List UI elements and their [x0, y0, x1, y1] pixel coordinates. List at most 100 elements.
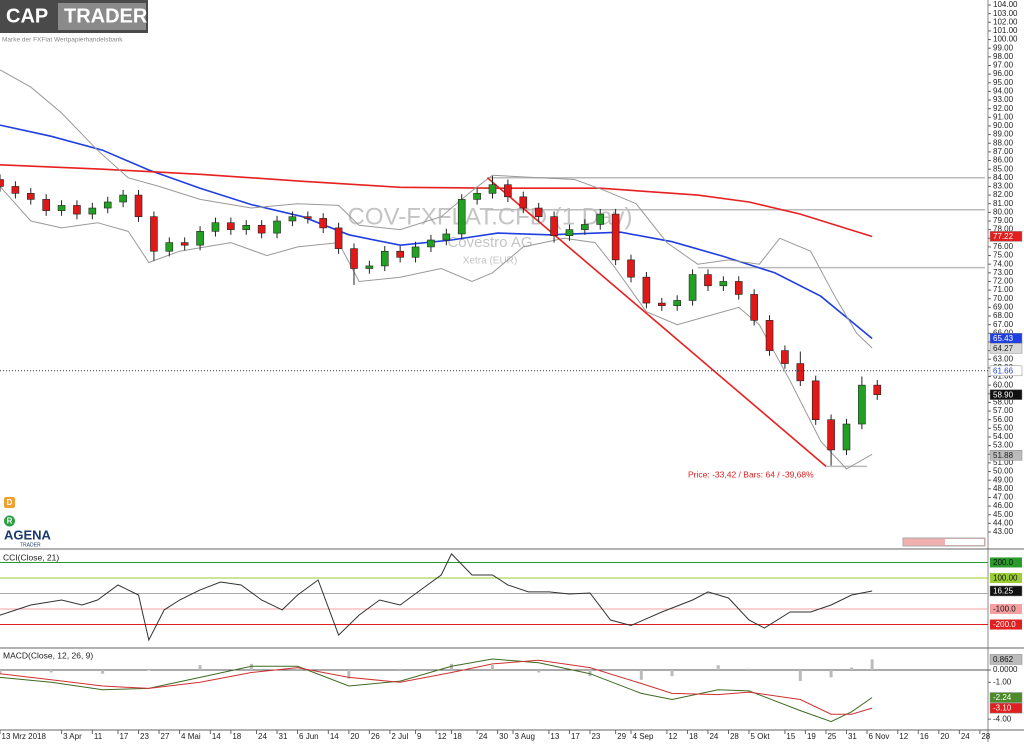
- y-tick-label: 78.00: [993, 225, 1014, 234]
- icon-d[interactable]: [4, 497, 15, 508]
- x-tick-label: 6 Nov: [869, 732, 890, 741]
- candle-body: [534, 207, 543, 217]
- price-marker-label: 51.88: [993, 451, 1014, 460]
- x-tick-label: 18: [232, 732, 241, 741]
- x-tick-label: 26: [371, 732, 380, 741]
- price-marker: [989, 365, 1023, 377]
- y-tick-label: 99.00: [993, 43, 1014, 52]
- price-marker-label: -3.10: [993, 704, 1012, 713]
- candle-body: [504, 184, 512, 198]
- icon-r[interactable]: [4, 515, 15, 527]
- histogram-bar: [147, 670, 151, 671]
- logo-text: CAP: [6, 5, 48, 27]
- histogram-bar: [49, 670, 53, 673]
- y-tick-label: 69.00: [993, 303, 1014, 312]
- histogram-bar: [491, 665, 494, 671]
- level-label: -100.0: [993, 605, 1016, 614]
- y-tick-label: 73.00: [993, 268, 1014, 277]
- price-marker: [989, 450, 1023, 461]
- y-tick-label: 94.00: [993, 87, 1014, 96]
- x-tick-label: 4 Sep: [633, 732, 654, 741]
- y-tick-label: 80.00: [993, 207, 1014, 216]
- histogram-bar: [398, 668, 402, 671]
- y-tick-label: 101.00: [993, 26, 1018, 35]
- price-marker-label: 61.66: [993, 366, 1014, 375]
- logo-box: [58, 3, 146, 30]
- scrollbar-thumb[interactable]: [945, 539, 984, 545]
- y-tick-label: 88.00: [993, 138, 1014, 147]
- histogram-bar: [716, 665, 720, 671]
- candle-body: [350, 248, 358, 269]
- candle-body: [519, 196, 528, 209]
- candle-body: [734, 281, 743, 295]
- candle-body: [688, 274, 697, 301]
- watermark-name: Covestro AG: [447, 234, 532, 251]
- histogram-bar: [449, 663, 453, 671]
- y-tick-label: 90.00: [993, 121, 1014, 130]
- logo: CAP TRADER Marke der FXFlat Wertpapierha…: [0, 0, 148, 44]
- histogram-bar: [829, 670, 833, 678]
- x-tick-label: 9: [417, 732, 422, 741]
- x-tick-label: 11: [94, 732, 103, 741]
- x-tick-label: 24: [258, 732, 267, 741]
- x-tick-label: 24: [479, 732, 488, 741]
- x-tick-label: 14: [330, 732, 339, 741]
- scrollbar[interactable]: [902, 537, 986, 547]
- candle-body: [596, 213, 605, 225]
- candle-body: [550, 216, 558, 236]
- y-tick-label: -1.00: [993, 677, 1012, 686]
- scrollbar-track[interactable]: [902, 537, 986, 547]
- price-marker: [989, 692, 1023, 703]
- y-tick-label: 100.00: [993, 35, 1018, 44]
- x-tick-label: 25: [827, 732, 836, 741]
- x-tick-label: 28: [981, 732, 990, 741]
- price-marker: [989, 654, 1023, 665]
- candle-body: [42, 199, 50, 211]
- y-tick-label: 46.00: [993, 501, 1014, 510]
- y-tick-label: 61.00: [993, 372, 1014, 381]
- platform-sub: TRADER: [20, 542, 41, 548]
- price-marker: [989, 343, 1023, 354]
- candle-body: [150, 216, 158, 252]
- x-tick-label: 28: [730, 732, 739, 741]
- candle-body: [411, 246, 420, 258]
- x-tick-label: 12: [438, 732, 447, 741]
- x-tick-label: 24: [709, 732, 718, 741]
- histogram-bar: [537, 670, 541, 673]
- candle-body: [827, 419, 835, 451]
- measure-annotation: Price: -33,42 / Bars: 64 / -39,68%: [688, 469, 814, 479]
- y-tick-label: 48.00: [993, 484, 1014, 493]
- price-marker-label: 58.90: [993, 390, 1014, 399]
- macd-line: [0, 658, 873, 723]
- histogram-bar: [798, 670, 802, 682]
- y-tick-label: -4.00: [993, 714, 1012, 723]
- x-tick-label: 16: [920, 732, 929, 741]
- candle-body: [165, 242, 174, 252]
- candle-body: [73, 205, 81, 215]
- candle-body: [257, 225, 266, 234]
- candle-body: [488, 184, 497, 194]
- price-marker: [989, 702, 1023, 714]
- histogram-bar: [850, 667, 854, 671]
- y-tick-label: 87.00: [993, 147, 1014, 156]
- x-tick-label: 18: [453, 732, 462, 741]
- candle-body: [750, 294, 758, 321]
- x-tick-label: 2 Jul: [391, 732, 408, 741]
- candle-body: [134, 194, 143, 217]
- y-tick-label: 89.00: [993, 130, 1014, 139]
- x-tick-label: 14: [212, 732, 221, 741]
- y-tick-label: 86.00: [993, 156, 1014, 165]
- histogram-bar: [747, 668, 751, 671]
- price-marker: [989, 231, 1023, 242]
- x-tick-label: 6 Jun: [299, 732, 319, 741]
- price-marker-label: 77.22: [993, 232, 1014, 241]
- candle-body: [811, 380, 820, 421]
- candle-body: [119, 194, 127, 203]
- candle-body: [11, 186, 20, 194]
- y-tick-label: 91.00: [993, 112, 1014, 121]
- y-tick-label: 53.00: [993, 441, 1014, 450]
- x-tick-label: 3 Aug: [515, 732, 535, 741]
- y-tick-label: 0.0000: [993, 665, 1018, 674]
- x-tick-label: 13: [550, 732, 559, 741]
- histogram-bar: [347, 670, 351, 679]
